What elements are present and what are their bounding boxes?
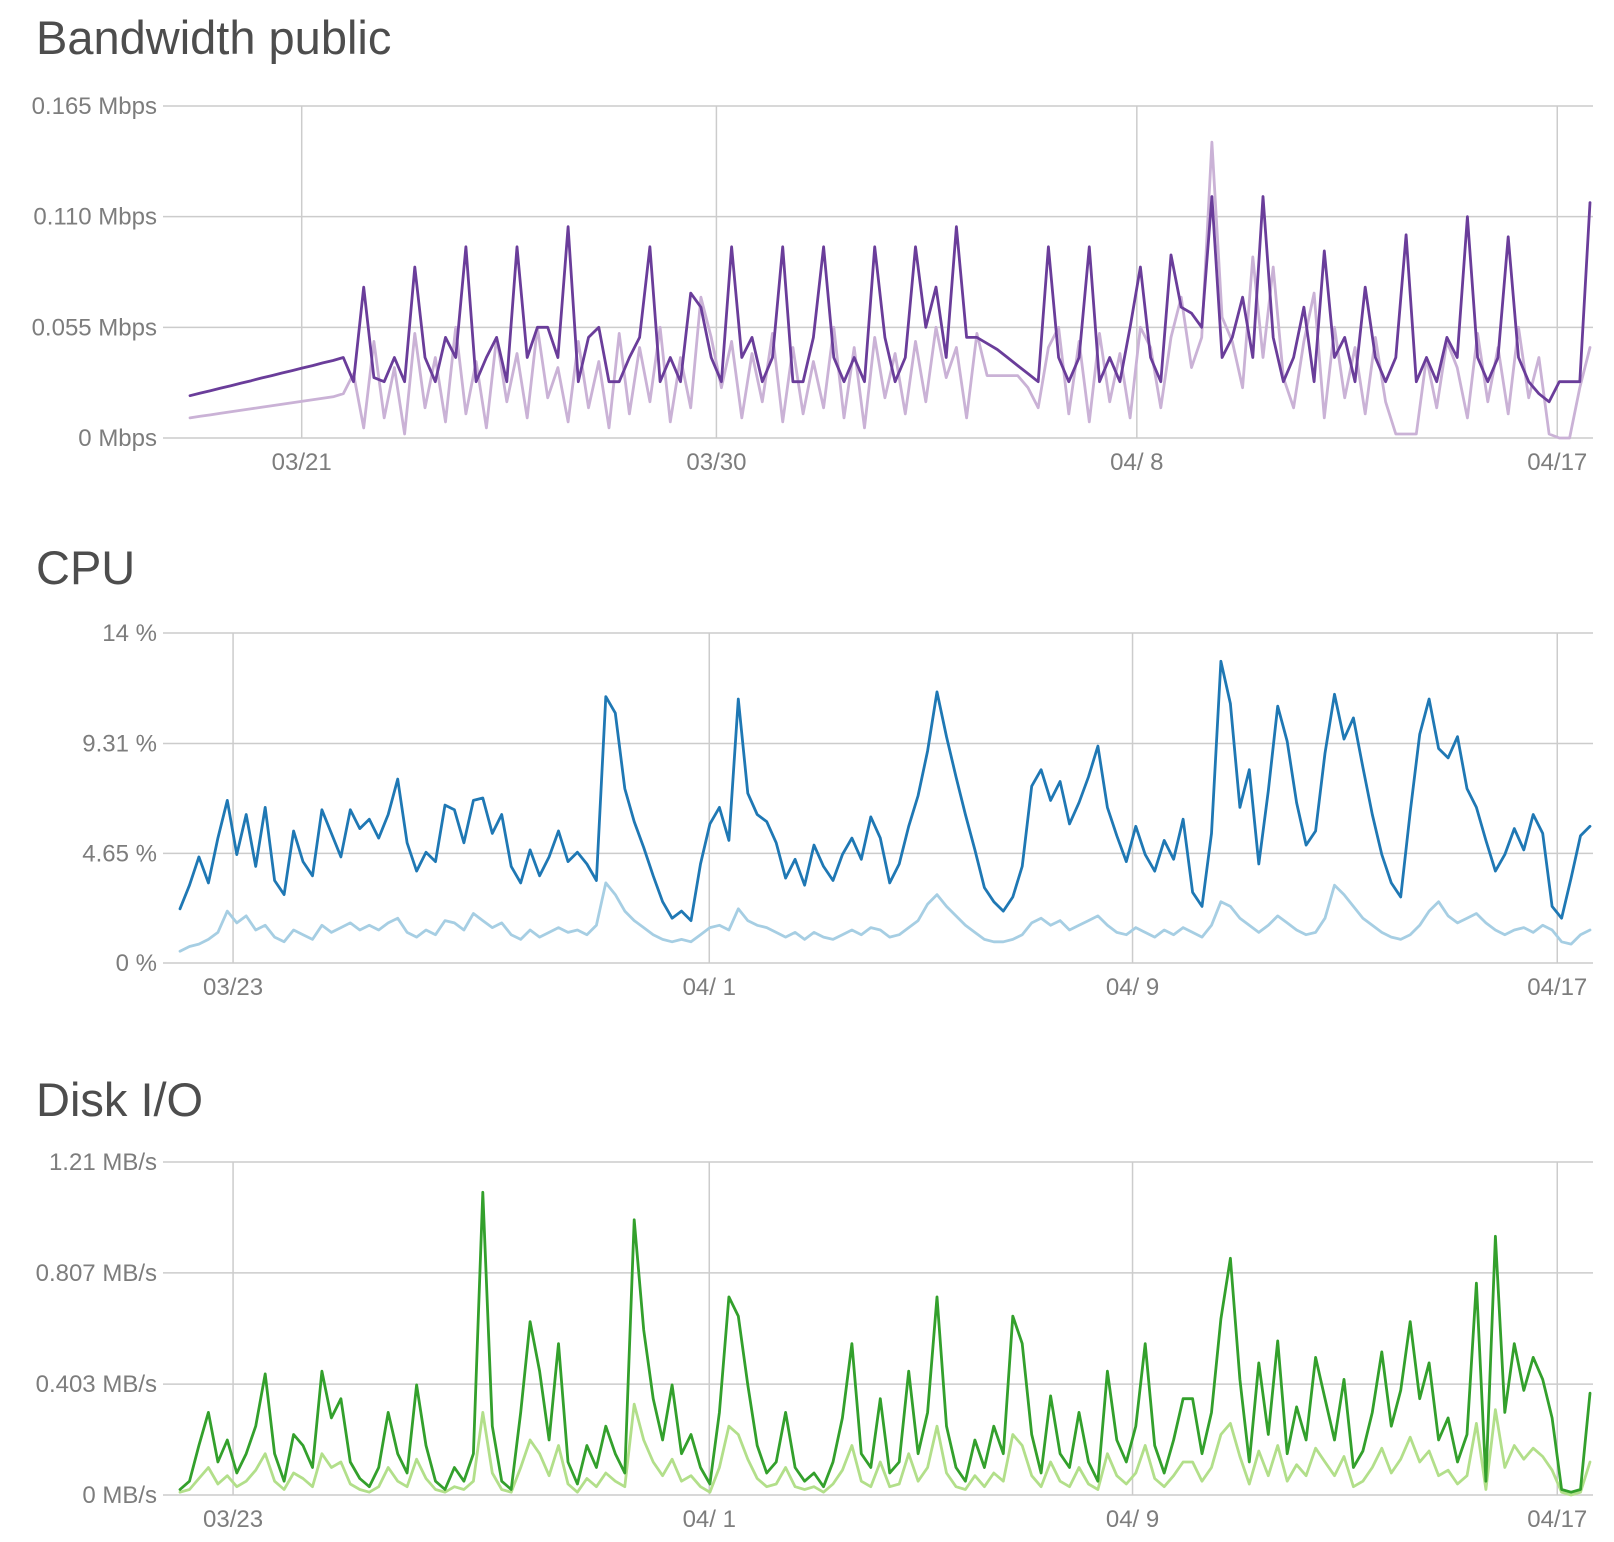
disk-dark-series-line bbox=[178, 1190, 1592, 1494]
bandwidth-dark-series-line bbox=[188, 195, 1592, 404]
x-tick-label: 04/ 9 bbox=[1106, 974, 1159, 1001]
disk-io-chart-title: Disk I/O bbox=[36, 1073, 203, 1126]
y-tick-label: 4.65 % bbox=[82, 840, 157, 867]
y-tick-label: 9.31 % bbox=[82, 731, 157, 758]
y-tick-label: 0.807 MB/s bbox=[36, 1260, 157, 1287]
cpu-chart-title: CPU bbox=[36, 541, 135, 594]
y-tick-label: 0 Mbps bbox=[78, 425, 157, 452]
cpu-dark-series-line bbox=[178, 659, 1592, 922]
disk-io-chart: 1.21 MB/s 0.807 MB/s 0.403 MB/s 0 MB/s 03/23… bbox=[36, 1149, 1593, 1533]
cpu-chart: 14 % 9.31 % 4.65 % 0 % 03/23 04/ 1 04/ 9 04/17 bbox=[82, 620, 1593, 1001]
bandwidth-chart-title: Bandwidth public bbox=[36, 11, 391, 64]
bandwidth-light-series-line bbox=[188, 140, 1592, 440]
x-tick-label: 03/23 bbox=[203, 1506, 263, 1533]
y-tick-label: 0 MB/s bbox=[82, 1482, 157, 1509]
disk-light-series-line bbox=[178, 1402, 1592, 1497]
y-tick-label: 1.21 MB/s bbox=[49, 1149, 157, 1176]
x-tick-label: 03/21 bbox=[272, 449, 332, 476]
x-tick-label: 04/ 1 bbox=[683, 974, 736, 1001]
cpu-light-series-line bbox=[178, 881, 1592, 953]
x-tick-label: 03/30 bbox=[686, 449, 746, 476]
bandwidth-chart: 0.165 Mbps 0.110 Mbps 0.055 Mbps 0 Mbps 03/2… bbox=[32, 93, 1593, 476]
x-tick-label: 04/17 bbox=[1527, 974, 1587, 1001]
x-tick-label: 04/ 8 bbox=[1110, 449, 1163, 476]
y-tick-label: 0.110 Mbps bbox=[33, 204, 157, 231]
x-tick-label: 04/17 bbox=[1527, 1506, 1587, 1533]
y-tick-label: 0 % bbox=[116, 950, 157, 977]
y-tick-label: 0.403 MB/s bbox=[36, 1371, 157, 1398]
x-tick-label: 04/ 9 bbox=[1106, 1506, 1159, 1533]
x-tick-label: 04/17 bbox=[1527, 449, 1587, 476]
x-tick-label: 04/ 1 bbox=[683, 1506, 736, 1533]
y-tick-label: 0.055 Mbps bbox=[32, 314, 157, 341]
x-tick-label: 03/23 bbox=[203, 974, 263, 1001]
y-tick-label: 14 % bbox=[102, 620, 157, 647]
y-tick-label: 0.165 Mbps bbox=[32, 93, 157, 120]
